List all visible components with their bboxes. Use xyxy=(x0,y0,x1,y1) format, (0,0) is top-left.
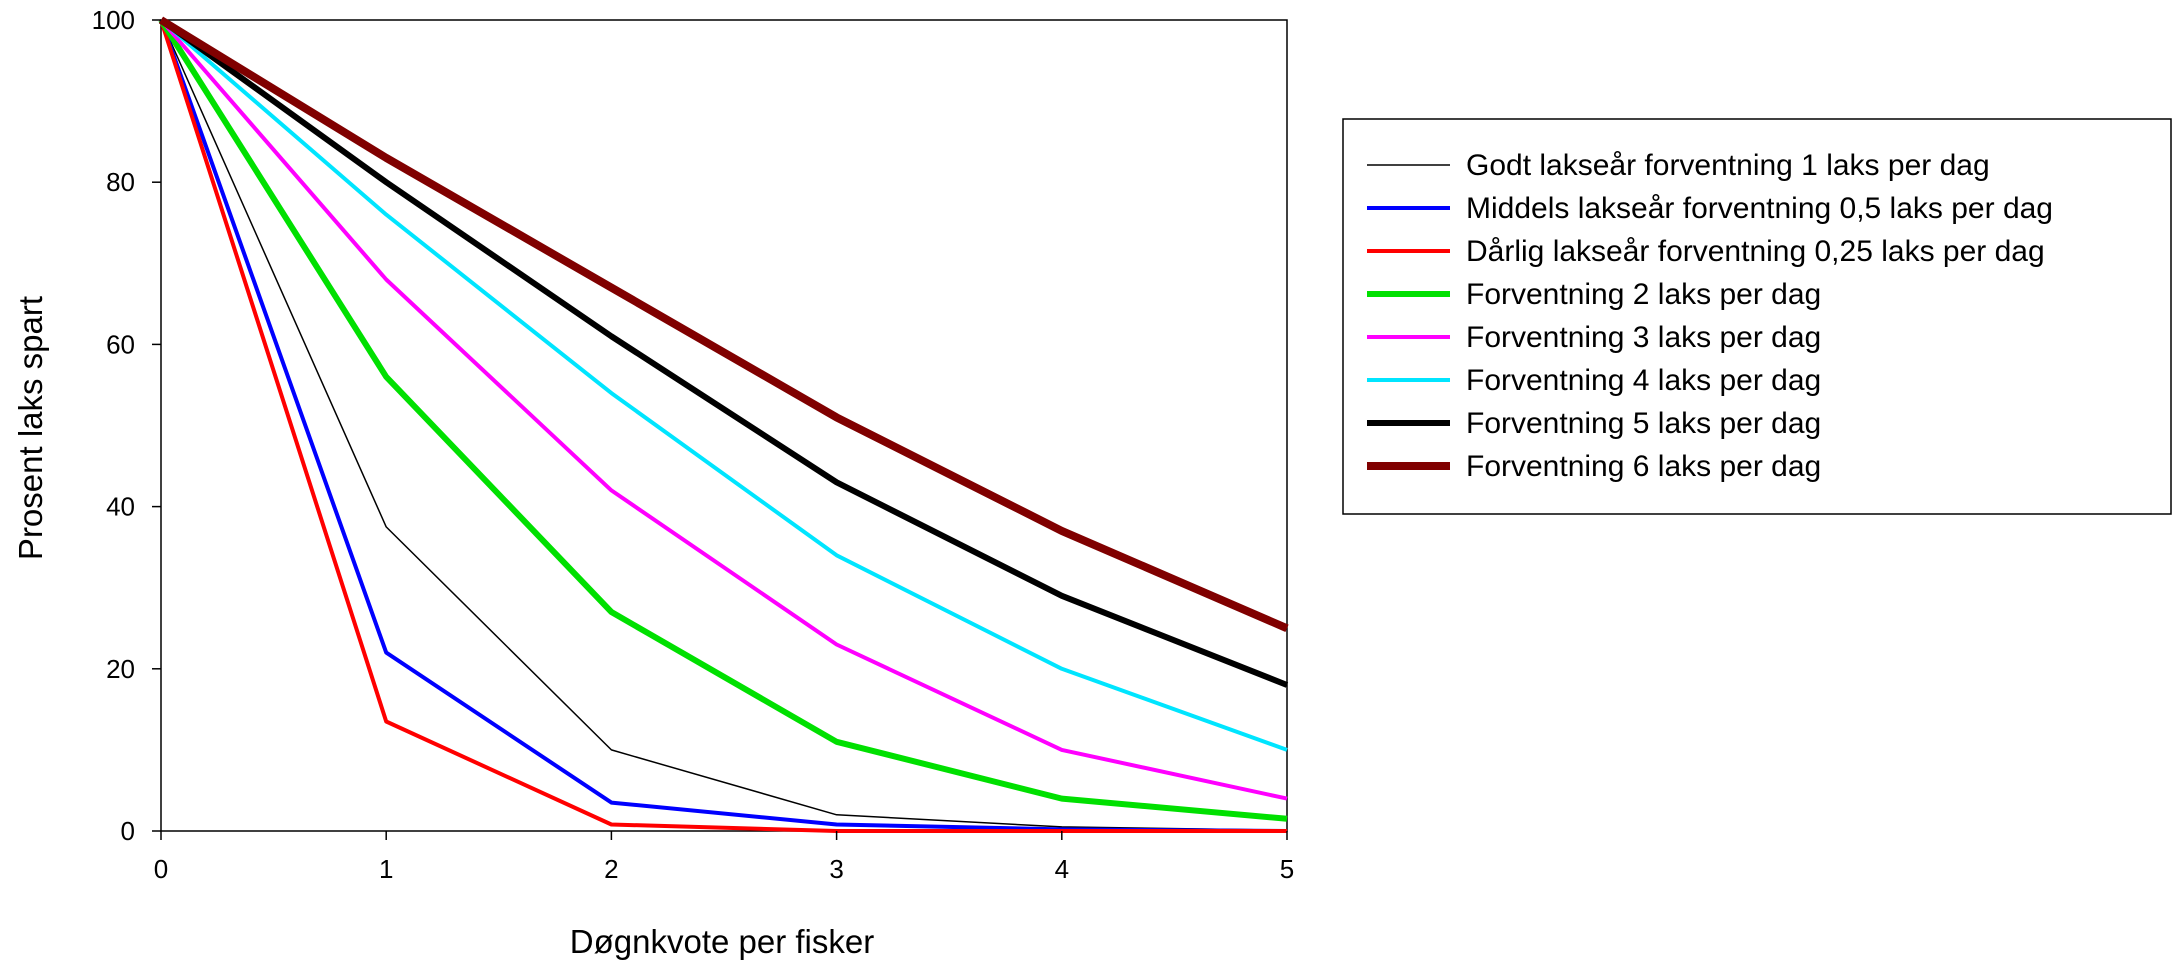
series-line-4 xyxy=(158,18,1288,822)
legend-label-4: Forventning 2 laks per dag xyxy=(1466,278,1821,311)
plot-area xyxy=(158,16,1289,833)
y-tick-label: 20 xyxy=(106,654,135,684)
series-line-1 xyxy=(160,19,1288,831)
y-tick-label: 80 xyxy=(106,167,135,197)
legend-label-3: Dårlig lakseår forventning 0,25 laks per… xyxy=(1466,235,2045,268)
x-axis-title: Døgnkvote per fisker xyxy=(570,923,874,960)
x-tick-label: 3 xyxy=(829,854,843,884)
y-axis: 0 20 40 60 80 100 xyxy=(92,5,161,846)
legend-label-6: Forventning 4 laks per dag xyxy=(1466,364,1821,397)
legend-label-8: Forventning 6 laks per dag xyxy=(1466,450,1821,483)
series-line-8 xyxy=(158,16,1289,632)
legend-box xyxy=(1342,118,2172,515)
legend-label-7: Forventning 5 laks per dag xyxy=(1466,407,1821,440)
legend: Godt lakseår forventning 1 laks per dag M… xyxy=(1342,118,2172,515)
legend-label-1: Godt lakseår forventning 1 laks per dag xyxy=(1466,149,1990,182)
x-axis: 0 1 2 3 4 5 xyxy=(154,831,1294,884)
legend-label-5: Forventning 3 laks per dag xyxy=(1466,321,1821,354)
series-line-7 xyxy=(159,17,1289,688)
plot-frame xyxy=(160,19,1288,832)
y-tick-label: 60 xyxy=(106,329,135,359)
x-tick-label: 2 xyxy=(604,854,618,884)
y-tick-label: 40 xyxy=(106,492,135,522)
legend-label-2: Middels lakseår forventning 0,5 laks per… xyxy=(1466,192,2053,225)
y-axis-title: Prosent laks spart xyxy=(12,296,49,560)
x-tick-label: 0 xyxy=(154,854,168,884)
series-line-6 xyxy=(159,18,1288,752)
x-tick-label: 5 xyxy=(1280,854,1294,884)
x-tick-label: 4 xyxy=(1055,854,1069,884)
y-tick-label: 0 xyxy=(121,816,135,846)
y-tick-label: 100 xyxy=(92,5,135,35)
series-line-3 xyxy=(159,19,1287,833)
x-tick-label: 1 xyxy=(379,854,393,884)
series-line-5 xyxy=(159,18,1288,801)
